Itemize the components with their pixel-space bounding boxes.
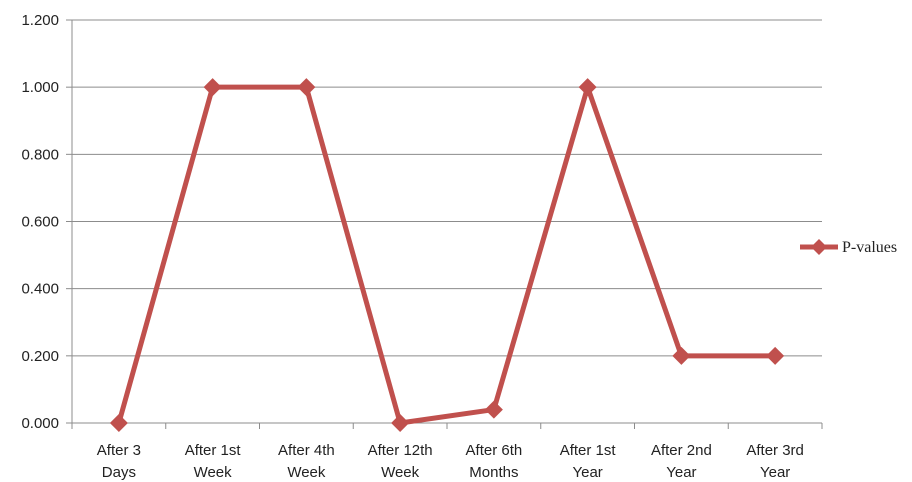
- y-tick-label: 0.800: [21, 146, 59, 163]
- x-tick-label: Week: [287, 464, 326, 481]
- x-tick-label: After 4th: [278, 442, 335, 459]
- x-tick-label: Week: [381, 464, 420, 481]
- x-axis: After 3 Days After 1st Week After 4th Week Aft…: [71, 423, 823, 481]
- y-tick-label: 1.000: [21, 79, 59, 96]
- y-tick-label: 0.400: [21, 281, 59, 298]
- y-tick-label: 0.000: [21, 415, 59, 432]
- y-axis: 0.000 0.200 0.400 0.600 0.800 1.000 1.200: [21, 12, 73, 432]
- y-tick-label: 0.600: [21, 214, 59, 231]
- data-point: [109, 414, 128, 432]
- data-point: [766, 346, 785, 365]
- data-point: [297, 78, 316, 97]
- x-tick-label: After 3: [97, 442, 141, 459]
- legend: P-values: [800, 239, 897, 256]
- x-tick-label: Week: [194, 464, 233, 481]
- x-tick-label: Days: [102, 464, 136, 481]
- data-point: [203, 78, 222, 97]
- data-point: [484, 400, 503, 419]
- legend-marker: [811, 239, 827, 255]
- x-tick-label: After 3rd: [746, 442, 804, 459]
- gridlines: [72, 19, 822, 424]
- data-point: [578, 78, 597, 97]
- data-point: [672, 346, 691, 365]
- x-tick-label: After 12th: [368, 442, 433, 459]
- series-line: [116, 84, 778, 426]
- x-tick-label: After 6th: [466, 442, 523, 459]
- y-tick-label: 0.200: [21, 348, 59, 365]
- x-tick-label: After 1st: [185, 442, 242, 459]
- x-tick-label: After 2nd: [651, 442, 712, 459]
- legend-label: P-values: [842, 239, 897, 256]
- x-tick-label: Year: [666, 464, 696, 481]
- x-tick-label: Year: [760, 464, 790, 481]
- x-tick-label: Year: [572, 464, 602, 481]
- data-point: [391, 414, 410, 432]
- y-tick-label: 1.200: [21, 12, 59, 29]
- x-tick-label: Months: [469, 464, 518, 481]
- series-group: [109, 78, 785, 432]
- x-tick-label: After 1st: [560, 442, 617, 459]
